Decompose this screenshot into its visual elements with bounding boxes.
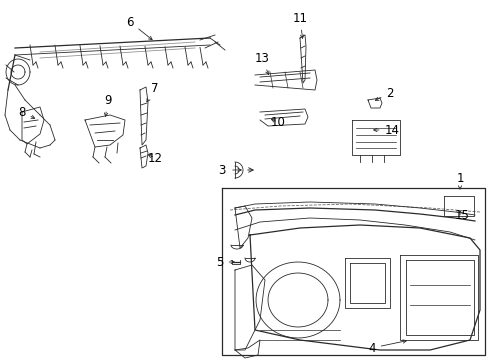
- Text: 12: 12: [147, 152, 162, 165]
- Text: 15: 15: [454, 208, 468, 221]
- Text: 13: 13: [254, 51, 269, 75]
- Text: 4: 4: [367, 340, 406, 355]
- Text: 14: 14: [373, 123, 399, 136]
- Text: 3: 3: [218, 163, 225, 176]
- Text: 6: 6: [126, 15, 152, 40]
- Text: 5: 5: [216, 256, 234, 269]
- Text: 8: 8: [18, 105, 35, 118]
- Text: 7: 7: [146, 81, 159, 102]
- Text: 11: 11: [292, 12, 307, 38]
- Text: 9: 9: [104, 94, 112, 116]
- Text: 10: 10: [270, 116, 285, 129]
- Text: 2: 2: [375, 86, 393, 100]
- Text: 1: 1: [455, 171, 463, 189]
